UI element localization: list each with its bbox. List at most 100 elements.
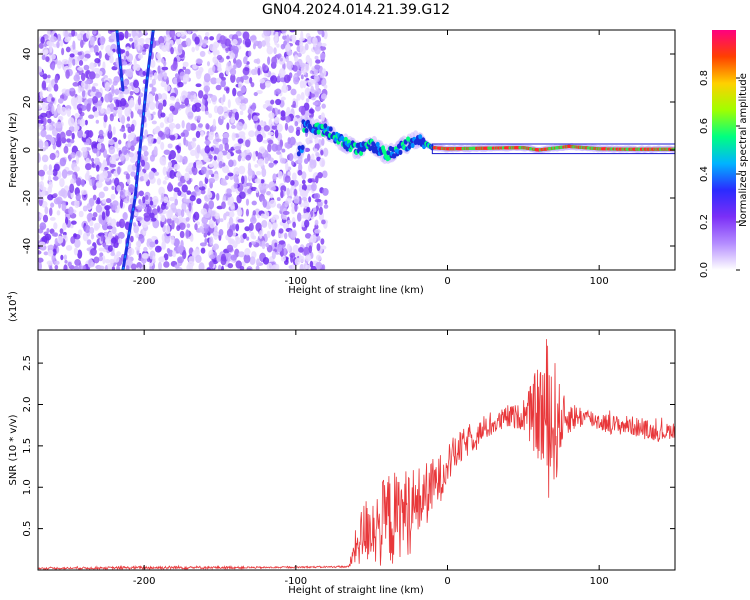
noise-blob (195, 254, 202, 264)
noise-blob (130, 145, 135, 152)
noise-blob (128, 184, 135, 193)
noise-blob (242, 67, 250, 76)
noise-blob (321, 170, 328, 179)
noise-blob (50, 36, 57, 43)
noise-blob (291, 160, 295, 166)
noise-blob (164, 84, 171, 92)
noise-blob (162, 166, 167, 176)
noise-blob (212, 259, 218, 265)
noise-blob (137, 42, 141, 51)
noise-blob (301, 196, 308, 201)
noise-blob (138, 190, 144, 197)
noise-blob (249, 35, 257, 41)
noise-blob (161, 92, 168, 102)
noise-blob (231, 113, 235, 119)
noise-blob (247, 168, 253, 177)
noise-blob (157, 205, 161, 213)
noise-blob (294, 257, 301, 266)
noise-blob (234, 111, 239, 121)
noise-blob (149, 200, 154, 206)
noise-blob (38, 234, 41, 240)
noise-blob (47, 249, 54, 257)
noise-blob (188, 146, 192, 151)
noise-blob (153, 146, 158, 156)
noise-blob (113, 242, 119, 249)
snr-multiplier-close: ) (8, 291, 19, 295)
noise-blob (306, 88, 310, 97)
noise-blob (69, 87, 75, 92)
noise-blob (173, 163, 181, 170)
noise-blob (199, 50, 206, 58)
noise-blob (136, 205, 143, 211)
noise-blob (43, 49, 49, 55)
noise-blob (303, 212, 308, 218)
noise-blob (88, 71, 96, 80)
noise-blob (138, 171, 144, 177)
noise-blob (160, 58, 165, 64)
y-tick-label: 0.5 (22, 521, 33, 537)
signal-point (345, 146, 350, 152)
noise-blob (64, 37, 70, 43)
noise-blob (116, 264, 120, 270)
noise-blob (139, 175, 145, 182)
noise-blob (91, 176, 95, 186)
noise-blob (124, 107, 131, 117)
noise-blob (117, 237, 123, 245)
noise-blob (286, 243, 291, 252)
noise-blob (195, 70, 203, 76)
noise-blob (241, 151, 246, 158)
noise-blob (305, 73, 309, 78)
noise-blob (154, 93, 159, 102)
noise-blob (66, 170, 74, 175)
noise-blob (304, 219, 310, 228)
chart-title: GN04.2024.014.21.39.G12 (262, 2, 450, 18)
noise-blob (147, 135, 154, 144)
noise-blob (85, 138, 91, 146)
noise-blob (239, 238, 245, 244)
noise-blob (164, 126, 170, 135)
noise-blob (300, 92, 305, 101)
noise-blob (156, 52, 161, 60)
noise-blob (214, 212, 220, 220)
noise-blob (109, 259, 114, 268)
noise-blob (143, 150, 149, 157)
spectrogram-plot-area (38, 30, 675, 270)
noise-blob (252, 210, 257, 216)
noise-blob (46, 96, 52, 103)
noise-blob (112, 126, 116, 136)
noise-blob (261, 167, 267, 178)
noise-blob (182, 91, 189, 97)
noise-blob (182, 249, 187, 260)
noise-blob (64, 259, 68, 264)
noise-blob (117, 166, 121, 175)
noise-blob (86, 169, 90, 177)
noise-blob (92, 30, 97, 35)
noise-blob (263, 125, 271, 132)
noise-blob (113, 106, 119, 111)
noise-blob (275, 31, 279, 36)
noise-blob (39, 90, 43, 99)
noise-blob (86, 103, 91, 112)
noise-blob (53, 110, 57, 117)
noise-blob (206, 61, 210, 67)
noise-blob (306, 184, 313, 191)
noise-blob (149, 101, 156, 111)
noise-blob (187, 30, 192, 35)
noise-blob (208, 200, 215, 210)
noise-blob (320, 93, 327, 100)
noise-blob (183, 192, 187, 203)
noise-blob (271, 264, 278, 270)
noise-blob (205, 170, 210, 179)
noise-blob (175, 144, 181, 151)
noise-blob (116, 184, 122, 193)
noise-blob (181, 201, 187, 212)
noise-blob (305, 254, 312, 262)
noise-blob (81, 146, 88, 152)
noise-blob (51, 62, 55, 71)
noise-blob (102, 159, 107, 167)
noise-blob (210, 77, 218, 85)
noise-blob (292, 100, 297, 108)
noise-blob (47, 74, 51, 79)
noise-blob (197, 123, 203, 128)
noise-blob (209, 36, 215, 41)
